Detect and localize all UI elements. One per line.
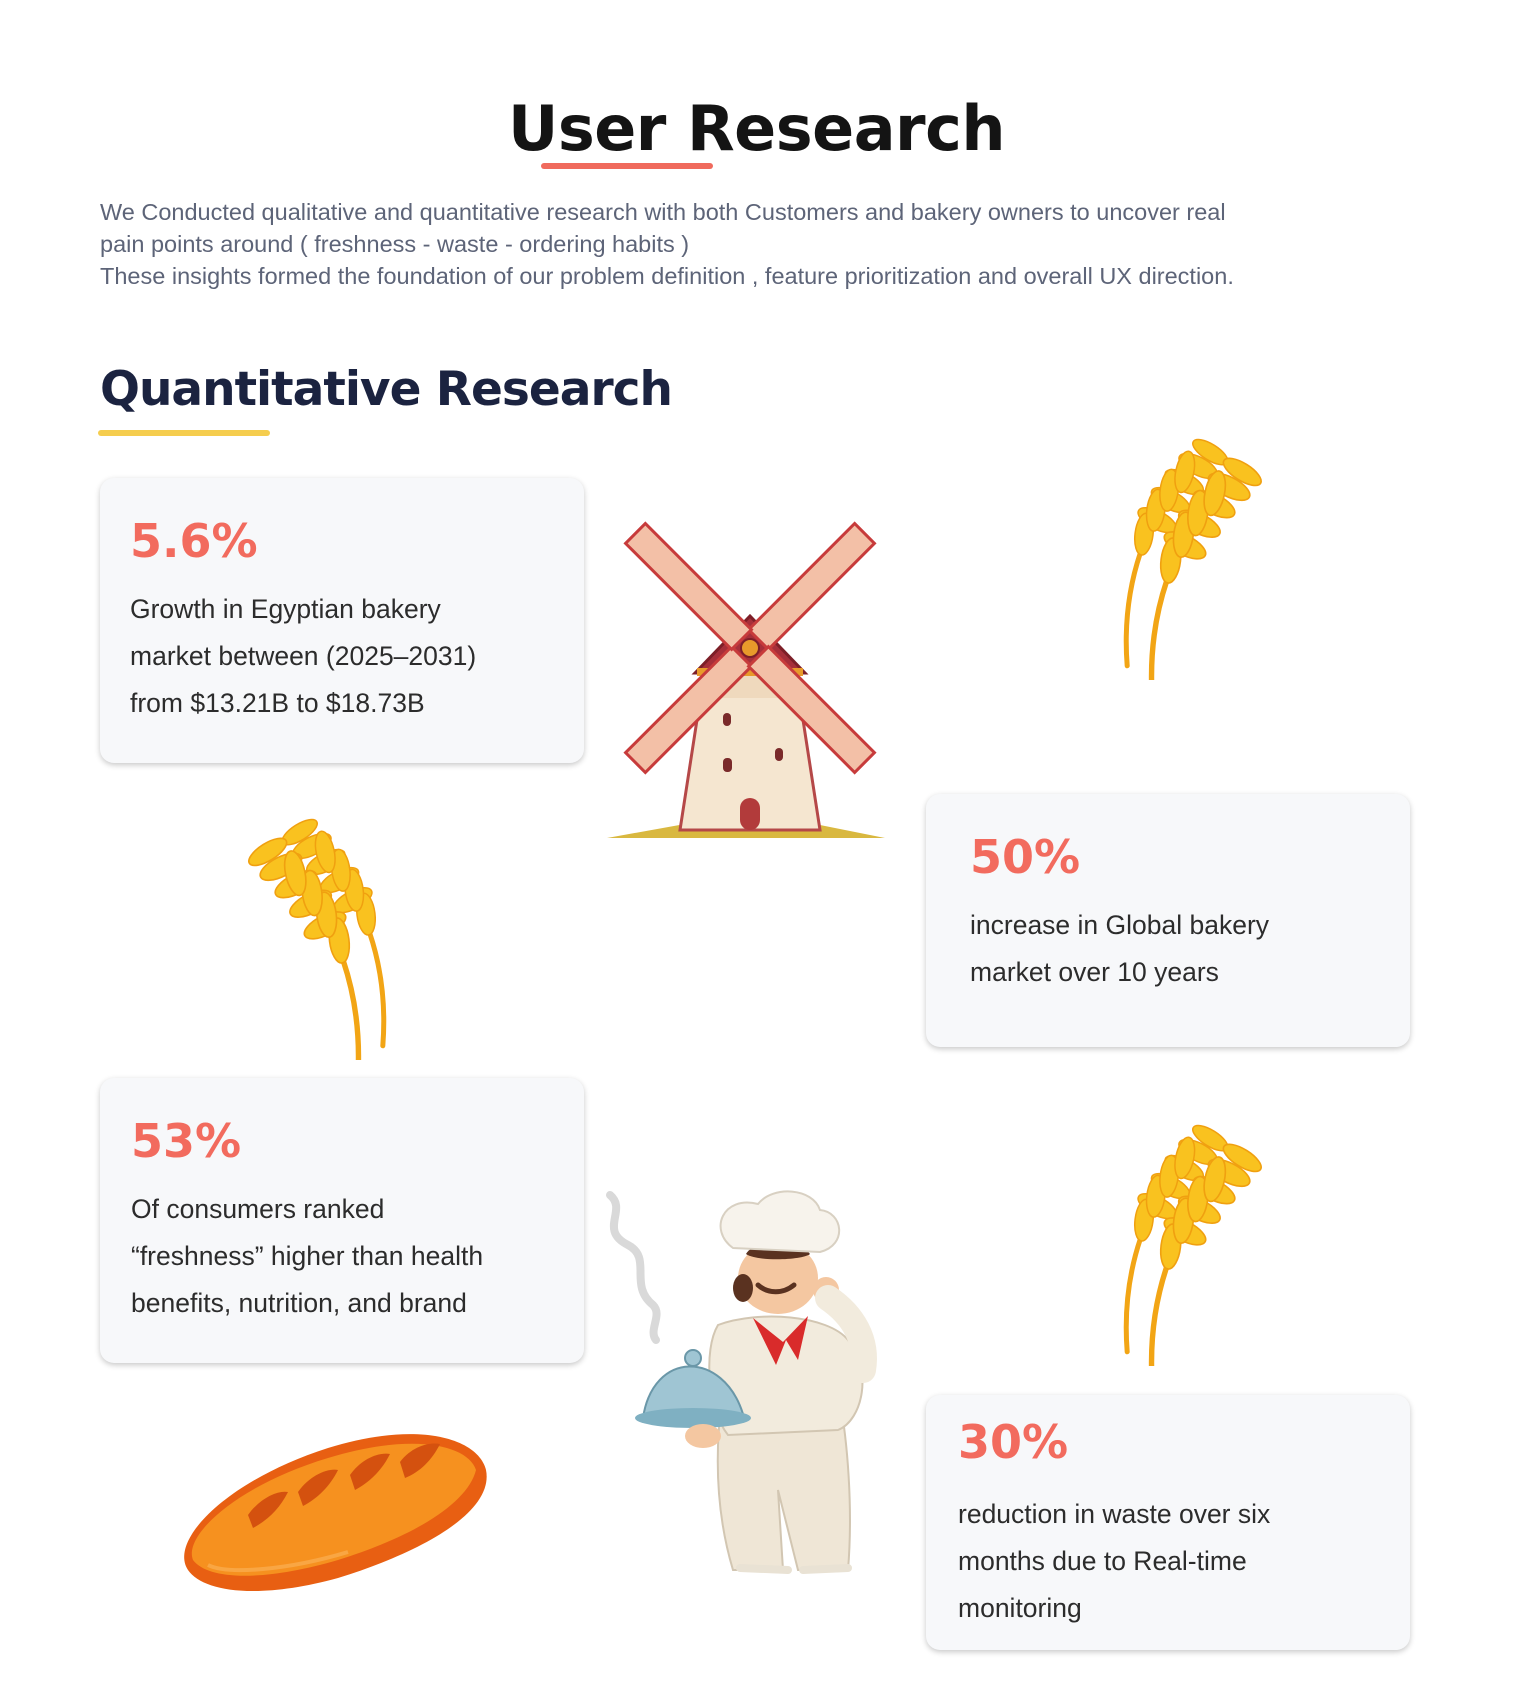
stat-description-line: increase in Global bakery: [970, 910, 1270, 940]
stat-description-line: market over 10 years: [970, 957, 1219, 987]
stat-card-freshness: 53% Of consumers ranked “freshness” high…: [100, 1078, 584, 1363]
stat-card-waste-reduction: 30% reduction in waste over six months d…: [926, 1395, 1410, 1650]
intro-line: pain points around ( freshness - waste -…: [100, 231, 690, 257]
wheat-icon: [180, 790, 420, 1060]
wheat-icon: [1090, 410, 1330, 680]
stat-value: 5.6%: [130, 514, 258, 568]
stat-description-line: Growth in Egyptian bakery: [130, 594, 441, 624]
stat-description-line: market between (2025–2031): [130, 641, 477, 671]
stat-value: 30%: [958, 1415, 1069, 1469]
stat-description-line: from $13.21B to $18.73B: [130, 688, 425, 718]
stat-description: Growth in Egyptian bakery market between…: [130, 586, 584, 727]
intro-text: We Conducted qualitative and quantitativ…: [100, 196, 1430, 292]
intro-line: These insights formed the foundation of …: [100, 263, 1234, 289]
section-title: Quantitative Research: [100, 362, 673, 417]
stat-description: reduction in waste over six months due t…: [958, 1491, 1410, 1632]
stat-description-line: months due to Real-time: [958, 1546, 1247, 1576]
stat-card-egypt-growth: 5.6% Growth in Egyptian bakery market be…: [100, 478, 584, 763]
stat-description-line: “freshness” higher than health: [131, 1241, 484, 1271]
chef-icon: [606, 1190, 877, 1574]
windmill-icon: [607, 521, 885, 838]
stat-card-global-growth: 50% increase in Global bakery market ove…: [926, 794, 1410, 1047]
intro-line: We Conducted qualitative and quantitativ…: [100, 199, 1226, 225]
stat-description: increase in Global bakery market over 10…: [970, 902, 1410, 996]
title-underline: [541, 163, 713, 169]
section-underline: [98, 430, 270, 436]
wheat-icon: [1090, 1096, 1330, 1366]
stat-description: Of consumers ranked “freshness” higher t…: [131, 1186, 584, 1327]
bread-icon: [184, 1434, 487, 1592]
page-title: User Research: [507, 92, 1006, 165]
stat-description-line: benefits, nutrition, and brand: [131, 1288, 467, 1318]
stat-value: 53%: [131, 1114, 242, 1168]
stat-description-line: Of consumers ranked: [131, 1194, 385, 1224]
stat-value: 50%: [970, 830, 1081, 884]
stat-description-line: reduction in waste over six: [958, 1499, 1271, 1529]
stat-description-line: monitoring: [958, 1593, 1082, 1623]
